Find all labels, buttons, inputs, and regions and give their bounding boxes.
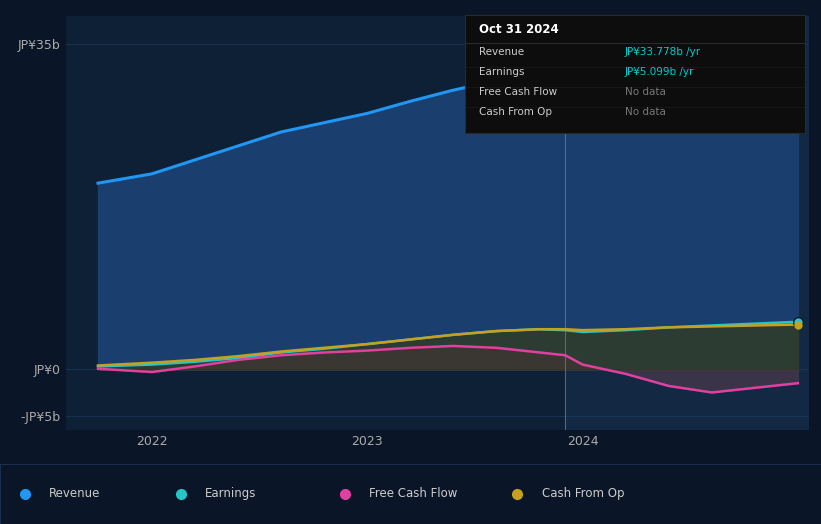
Bar <box>66 16 566 430</box>
Bar <box>566 16 809 430</box>
Text: Free Cash Flow: Free Cash Flow <box>479 87 557 97</box>
Text: Free Cash Flow: Free Cash Flow <box>369 487 458 500</box>
Text: Earnings: Earnings <box>479 67 524 77</box>
Text: Cash From Op: Cash From Op <box>479 107 552 117</box>
Text: No data: No data <box>625 87 666 97</box>
Text: JP¥33.778b /yr: JP¥33.778b /yr <box>625 47 701 57</box>
Text: No data: No data <box>625 107 666 117</box>
Text: Revenue: Revenue <box>49 487 101 500</box>
Text: Past: Past <box>571 39 595 49</box>
Text: Revenue: Revenue <box>479 47 524 57</box>
Text: JP¥5.099b /yr: JP¥5.099b /yr <box>625 67 695 77</box>
Text: Earnings: Earnings <box>205 487 257 500</box>
Text: Oct 31 2024: Oct 31 2024 <box>479 23 558 36</box>
Text: Cash From Op: Cash From Op <box>542 487 624 500</box>
